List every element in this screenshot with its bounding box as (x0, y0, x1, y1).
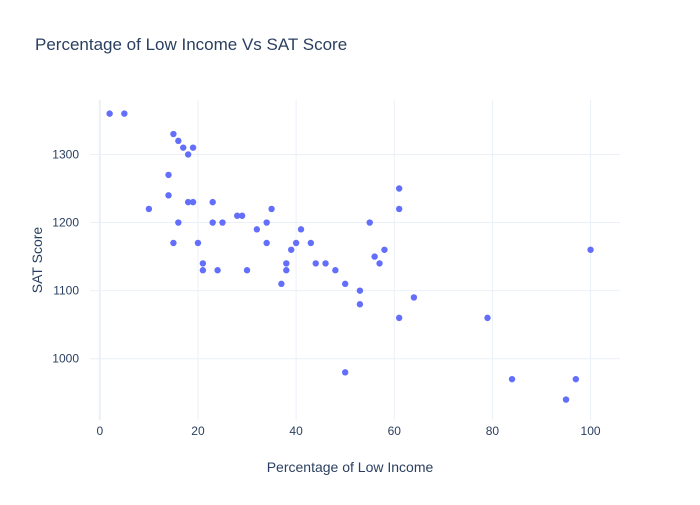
data-point (106, 110, 113, 117)
chart-title: Percentage of Low Income Vs SAT Score (35, 35, 347, 54)
x-tick-label: 80 (486, 424, 500, 438)
data-point (238, 212, 246, 219)
data-point (572, 375, 580, 383)
data-point (165, 171, 172, 179)
data-point (184, 198, 192, 206)
data-point (562, 396, 570, 403)
data-point (322, 260, 329, 267)
data-point (209, 198, 216, 206)
data-point (332, 267, 339, 274)
data-point (189, 144, 197, 151)
grid (90, 100, 620, 420)
data-point (587, 246, 594, 253)
data-point (508, 375, 516, 383)
x-tick-label: 100 (581, 424, 601, 438)
y-tick-label: 1000 (52, 352, 79, 366)
data-point (341, 280, 349, 288)
data-point (175, 219, 182, 226)
data-point (268, 205, 275, 213)
data-point (292, 239, 300, 247)
data-point (175, 137, 182, 145)
data-point (180, 144, 187, 151)
data-point (395, 314, 403, 322)
data-point (371, 253, 378, 260)
data-point (312, 260, 319, 267)
data-point (170, 239, 177, 247)
data-point (278, 280, 285, 288)
x-axis-title: Percentage of Low Income (267, 459, 434, 475)
data-point (376, 260, 383, 267)
data-point (145, 205, 153, 213)
y-tick-label: 1100 (53, 284, 79, 298)
data-point (253, 226, 261, 233)
data-point (283, 267, 290, 274)
data-point (381, 246, 388, 253)
data-point (189, 198, 197, 206)
data-point (165, 192, 172, 199)
data-point (410, 294, 418, 301)
data-point (194, 239, 202, 247)
data-point (121, 110, 128, 117)
data-point (199, 260, 207, 267)
data-point (356, 287, 364, 294)
tick-labels: 0 20 40 60 80 100 1000 1100 1200 1300 (52, 147, 601, 438)
y-tick-label: 1300 (52, 147, 79, 161)
y-tick-label: 1200 (52, 216, 79, 230)
data-point (170, 130, 177, 138)
data-point (341, 369, 349, 376)
data-point (297, 226, 305, 233)
data-point (395, 185, 403, 192)
data-point (484, 314, 491, 322)
y-axis-title: SAT Score (29, 227, 45, 294)
data-point (288, 246, 295, 253)
x-tick-label: 20 (191, 424, 205, 438)
data-point (199, 267, 207, 274)
x-tick-label: 60 (388, 424, 402, 438)
x-tick-label: 40 (289, 424, 303, 438)
data-point (234, 212, 241, 219)
data-point (214, 267, 221, 274)
data-point (209, 219, 216, 226)
x-tick-label: 0 (96, 424, 103, 438)
data-point (283, 260, 290, 267)
data-point (366, 219, 373, 226)
data-point (219, 219, 226, 226)
data-points (106, 110, 594, 403)
data-point (356, 301, 364, 308)
data-point (263, 239, 270, 247)
data-point (184, 151, 192, 158)
data-point (263, 219, 270, 226)
data-point (243, 267, 251, 274)
data-point (307, 239, 315, 247)
data-point (395, 205, 403, 213)
